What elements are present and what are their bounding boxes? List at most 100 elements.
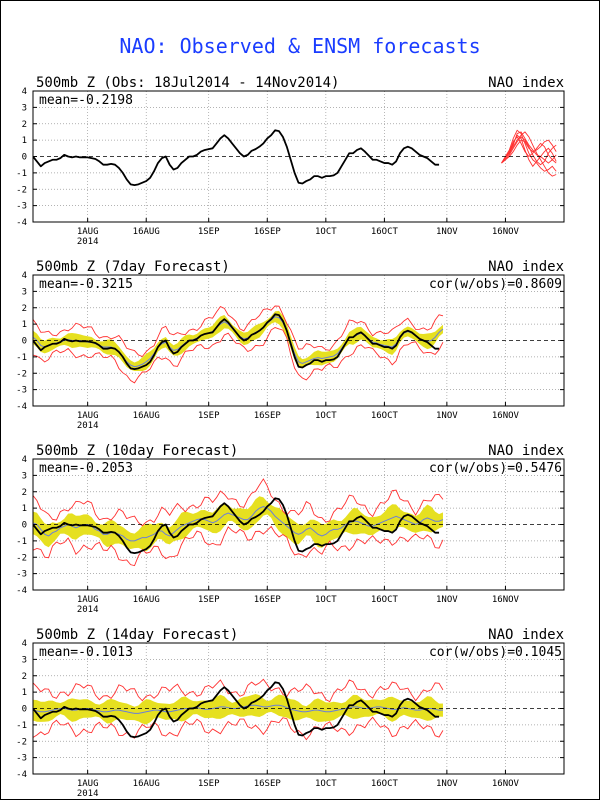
- y-tick-label: 0: [22, 521, 27, 531]
- panel-title: 500mb Z (10day Forecast): [36, 443, 238, 459]
- y-tick-label: 2: [22, 304, 27, 314]
- figure-title: NAO: Observed & ENSM forecasts: [119, 34, 481, 58]
- observed-series-line: [33, 497, 440, 555]
- ensemble-mean-line: [33, 505, 444, 542]
- y-tick-label: 0: [22, 705, 27, 715]
- y-tick-label: 4: [22, 639, 27, 649]
- observed-series-line: [33, 681, 440, 739]
- y-tick-label: 3: [22, 655, 27, 665]
- y-tick-label: 1: [22, 320, 27, 330]
- x-tick-label: 1OCT: [315, 779, 337, 789]
- y-tick-label: -1: [16, 353, 27, 363]
- panel-title: 500mb Z (Obs: 18Jul2014 - 14Nov2014): [36, 75, 339, 91]
- y-tick-label: 0: [22, 153, 27, 163]
- x-tick-label: 16AUG: [133, 411, 160, 421]
- x-tick-label: 1NOV: [436, 227, 458, 237]
- x-tick-label: 16SEP: [254, 227, 282, 237]
- y-tick-label: -4: [16, 770, 27, 780]
- plot-area: [33, 305, 444, 384]
- plot-area: [33, 478, 444, 567]
- y-tick-label: 4: [22, 455, 27, 465]
- y-tick-label: 1: [22, 136, 27, 146]
- x-tick-label: 1SEP: [198, 411, 220, 421]
- spread-band: [33, 310, 443, 372]
- panel-4: 500mb Z (14day Forecast) NAO index -4 -3 -2 -…: [16, 627, 565, 799]
- panel-title: 500mb Z (7day Forecast): [36, 259, 230, 275]
- x-tick-sublabel: 2014: [77, 421, 99, 431]
- y-tick-label: -4: [16, 586, 27, 596]
- x-tick-label: 1NOV: [436, 779, 458, 789]
- x-tick-label: 16NOV: [492, 779, 520, 789]
- x-tick-label: 16AUG: [133, 595, 160, 605]
- y-tick-label: -3: [16, 570, 27, 580]
- panel-mean-label: mean=-0.1013: [39, 645, 133, 660]
- y-tick-label: -2: [16, 185, 27, 195]
- x-tick-label: 1OCT: [315, 411, 337, 421]
- ensemble-lower-line: [33, 327, 444, 384]
- panel-right-label: NAO index: [488, 443, 564, 459]
- x-tick-sublabel: 2014: [77, 237, 99, 247]
- x-tick-label: 16SEP: [254, 411, 282, 421]
- x-tick-label: 16AUG: [133, 779, 160, 789]
- y-tick-label: 2: [22, 120, 27, 130]
- x-tick-label: 16NOV: [492, 411, 520, 421]
- y-tick-label: 4: [22, 87, 27, 97]
- panel-correlation-label: cor(w/obs)=0.1045: [429, 645, 562, 660]
- y-tick-label: -1: [16, 169, 27, 179]
- x-tick-label: 16OCT: [371, 595, 399, 605]
- panel-correlation-label: cor(w/obs)=0.5476: [429, 461, 562, 476]
- spread-band: [33, 496, 443, 552]
- x-tick-label: 1AUG: [77, 411, 99, 421]
- y-tick-label: 3: [22, 471, 27, 481]
- x-tick-sublabel: 2014: [77, 605, 99, 615]
- x-tick-label: 16NOV: [492, 227, 520, 237]
- x-tick-label: 16OCT: [371, 227, 399, 237]
- panel-mean-label: mean=-0.3215: [39, 277, 133, 292]
- x-tick-label: 1SEP: [198, 227, 220, 237]
- panel-1: 500mb Z (Obs: 18Jul2014 - 14Nov2014) NAO …: [16, 75, 565, 247]
- panel-right-label: NAO index: [488, 75, 564, 91]
- y-tick-label: 3: [22, 287, 27, 297]
- y-tick-label: -1: [16, 721, 27, 731]
- y-tick-label: 1: [22, 504, 27, 514]
- ensemble-upper-line: [33, 305, 444, 358]
- x-tick-label: 16SEP: [254, 779, 282, 789]
- y-tick-label: -3: [16, 202, 27, 212]
- observed-series-line: [33, 313, 440, 371]
- x-tick-label: 16NOV: [492, 595, 520, 605]
- panel-correlation-label: cor(w/obs)=0.8609: [429, 277, 562, 292]
- x-tick-label: 1AUG: [77, 227, 99, 237]
- ensemble-member-line: [501, 136, 557, 166]
- ensemble-lower-line: [33, 716, 444, 741]
- x-tick-label: 1NOV: [436, 595, 458, 605]
- ensemble-mean-line: [33, 704, 443, 714]
- x-tick-label: 16OCT: [371, 411, 399, 421]
- ensemble-member-line: [501, 131, 557, 177]
- x-tick-label: 1SEP: [198, 779, 220, 789]
- y-tick-label: 0: [22, 337, 27, 347]
- x-tick-label: 1AUG: [77, 779, 99, 789]
- x-tick-label: 16OCT: [371, 779, 399, 789]
- panel-right-label: NAO index: [488, 259, 564, 275]
- y-tick-label: 2: [22, 672, 27, 682]
- plot-area: [33, 129, 557, 187]
- plot-area: [33, 678, 444, 741]
- y-tick-label: 3: [22, 103, 27, 113]
- y-tick-label: 1: [22, 688, 27, 698]
- panel-mean-label: mean=-0.2053: [39, 461, 133, 476]
- ensemble-member-line: [501, 139, 557, 164]
- ensemble-member-line: [501, 136, 557, 164]
- y-tick-label: 4: [22, 271, 27, 281]
- panel-2: 500mb Z (7day Forecast) NAO index -4 -3 -2 -1…: [16, 259, 565, 431]
- y-tick-label: -1: [16, 537, 27, 547]
- x-tick-label: 1NOV: [436, 411, 458, 421]
- y-tick-label: -3: [16, 386, 27, 396]
- ensemble-lower-line: [33, 525, 444, 567]
- ensemble-member-line: [501, 131, 557, 164]
- observed-series-line: [33, 129, 440, 187]
- spread-band: [33, 694, 443, 725]
- y-tick-label: 2: [22, 488, 27, 498]
- ensemble-upper-line: [33, 678, 444, 703]
